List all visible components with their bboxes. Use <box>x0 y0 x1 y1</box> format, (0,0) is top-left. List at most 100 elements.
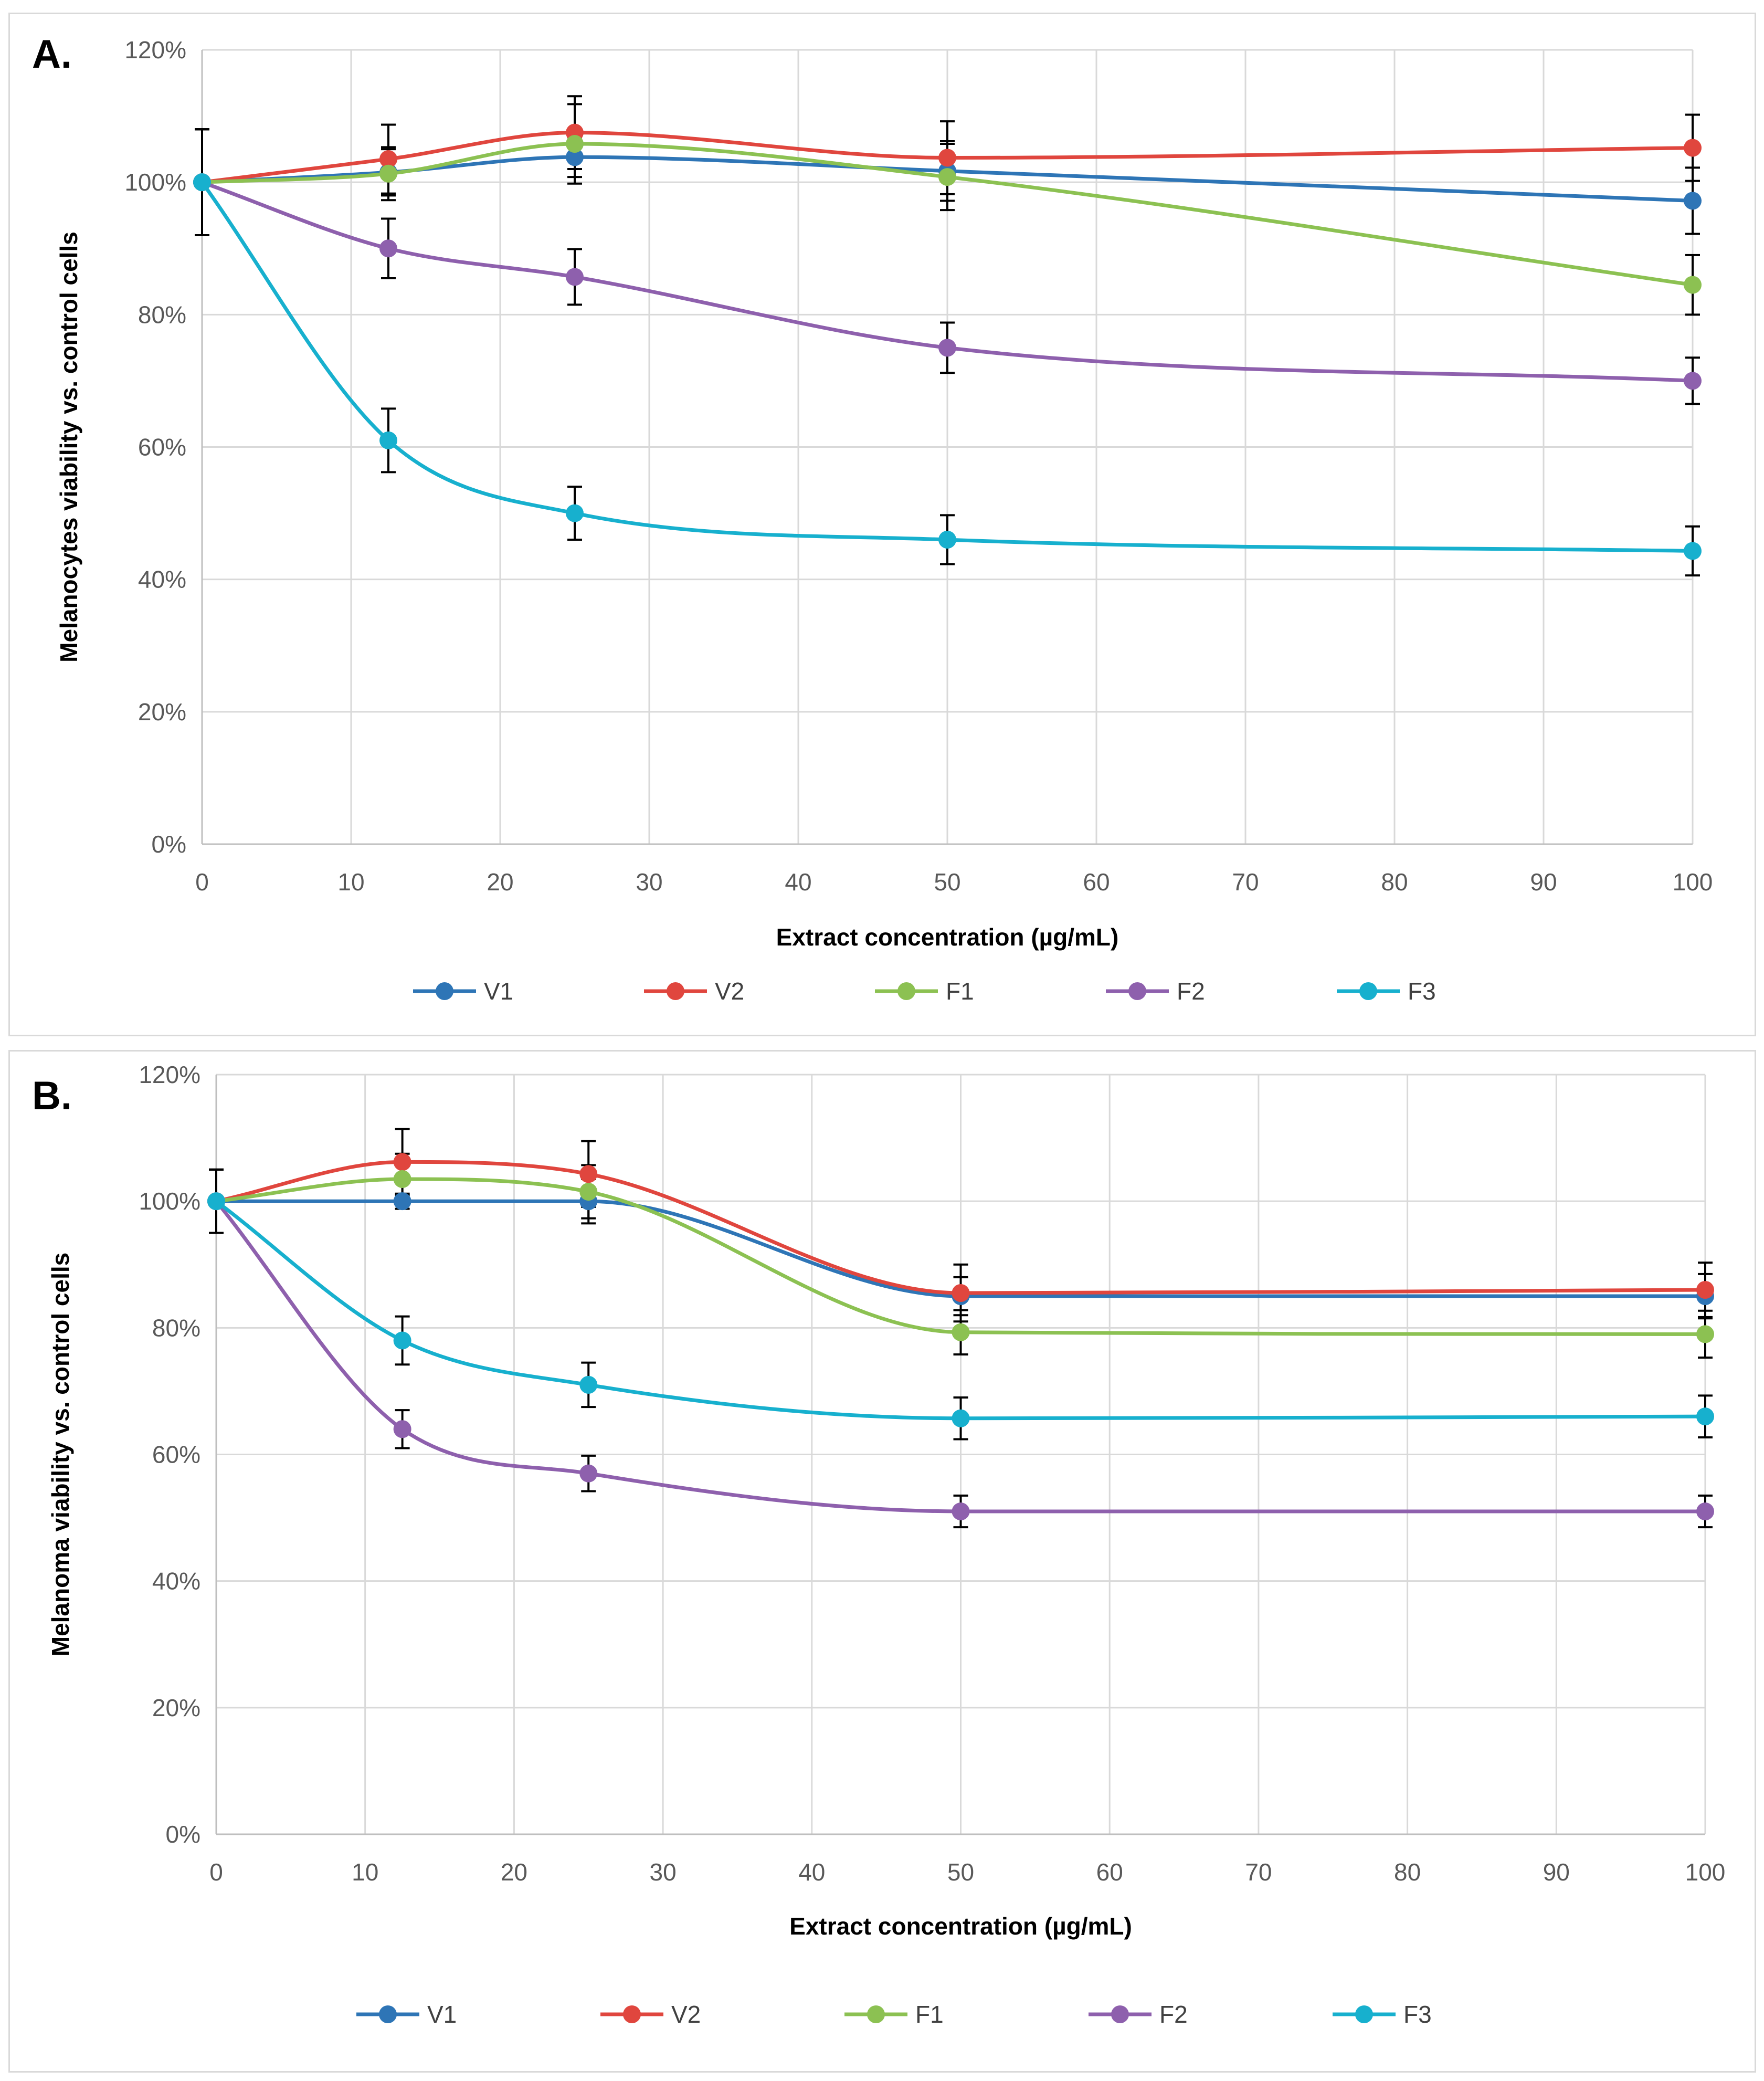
data-point-f3 <box>566 504 584 522</box>
series-line-v2 <box>202 131 1693 184</box>
y-axis-title: Melanocytes viability vs. control cells <box>55 232 82 663</box>
series-line-f3 <box>200 181 1693 553</box>
chart-a-svg: A. 0% 20% 40% 60% 80% 100% 120% 0 10 20 30 40 50 60 70 8… <box>32 32 1713 1005</box>
legend: V1 V2 F1 F2 F3 <box>356 2001 1432 2028</box>
data-point-f3 <box>193 173 211 192</box>
data-point-v2 <box>1696 1280 1714 1299</box>
data-point-f2 <box>1696 1502 1714 1521</box>
y-axis-title: Melanoma viability vs. control cells <box>47 1253 74 1657</box>
x-tick-label: 50 <box>934 868 960 896</box>
legend-item-f3: F3 <box>1337 978 1436 1005</box>
legend-label: F2 <box>1159 2001 1188 2028</box>
x-tick-label: 80 <box>1381 868 1408 896</box>
x-tick-label: 50 <box>947 1858 974 1886</box>
series-line-v2 <box>216 1160 1706 1295</box>
x-tick-label: 40 <box>785 868 811 896</box>
data-point-f2 <box>579 1464 598 1483</box>
legend-swatch-marker <box>667 982 684 1000</box>
x-axis-title: Extract concentration (µg/mL) <box>776 923 1119 951</box>
data-point-v1 <box>1684 192 1702 210</box>
data-point-v2 <box>1684 139 1702 157</box>
y-tick-label: 60% <box>152 1441 200 1468</box>
series-line-f1 <box>202 142 1693 287</box>
data-point-f1 <box>952 1323 970 1341</box>
legend-item-f1: F1 <box>875 978 974 1005</box>
x-tick-label: 30 <box>650 1858 677 1886</box>
series-line-f2 <box>201 180 1693 383</box>
legend-label: V2 <box>671 2001 701 2028</box>
x-tick-label: 70 <box>1232 868 1259 896</box>
data-point-f3 <box>952 1409 970 1427</box>
data-point-v1 <box>566 148 584 166</box>
data-point-f2 <box>566 268 584 286</box>
legend: V1 V2 F1 F2 F3 <box>413 978 1436 1005</box>
chart-panel-b: B. 0% 20% 40% 60% 80% 100% 120% 0 10 20 30 40 50 60 70 8… <box>8 1050 1756 2073</box>
data-point-f3 <box>938 531 956 549</box>
y-tick-label: 100% <box>124 169 186 196</box>
x-tick-label: 40 <box>798 1858 825 1886</box>
panel-label: B. <box>32 1074 72 1118</box>
legend-item-f2: F2 <box>1089 2001 1188 2028</box>
legend-swatch-marker <box>1355 2005 1373 2023</box>
series-line-f2 <box>215 1200 1705 1514</box>
x-tick-label: 0 <box>195 868 209 896</box>
data-point-f2 <box>952 1502 970 1521</box>
data-point-f3 <box>1696 1407 1714 1426</box>
data-point-f2 <box>393 1420 411 1438</box>
legend-swatch-marker <box>623 2005 641 2023</box>
legend-item-v2: V2 <box>600 2001 701 2028</box>
x-tick-label: 20 <box>487 868 513 896</box>
data-point-f3 <box>207 1192 225 1211</box>
data-point-v2 <box>938 149 956 167</box>
data-point-v2 <box>393 1153 411 1171</box>
data-point-f1 <box>938 168 956 186</box>
legend-swatch-marker <box>867 2005 885 2023</box>
x-tick-label: 0 <box>209 1858 223 1886</box>
legend-swatch-marker <box>1111 2005 1129 2023</box>
series-line-v1 <box>216 1199 1705 1298</box>
legend-label: F1 <box>915 2001 944 2028</box>
x-tick-label: 10 <box>352 1858 378 1886</box>
y-tick-label: 60% <box>138 434 186 461</box>
data-point-f1 <box>393 1170 411 1188</box>
x-tick-label: 80 <box>1394 1858 1421 1886</box>
data-point-v2 <box>579 1165 598 1183</box>
x-tick-label: 60 <box>1096 1858 1123 1886</box>
x-tick-label: 10 <box>337 868 364 896</box>
legend-label: F1 <box>946 978 974 1005</box>
y-tick-label: 120% <box>124 36 186 64</box>
y-tick-label: 0% <box>152 831 186 858</box>
x-tick-label: 30 <box>636 868 662 896</box>
data-point-f3 <box>379 431 397 449</box>
x-tick-label: 70 <box>1245 1858 1272 1886</box>
x-tick-label: 60 <box>1083 868 1110 896</box>
chart-panel-a: A. 0% 20% 40% 60% 80% 100% 120% 0 10 20 30 40 50 60 70 8… <box>8 13 1756 1036</box>
data-point-v1 <box>393 1192 411 1211</box>
legend-item-v1: V1 <box>356 2001 457 2028</box>
y-tick-label: 20% <box>152 1694 200 1721</box>
data-point-f2 <box>379 239 397 258</box>
chart-b-svg: B. 0% 20% 40% 60% 80% 100% 120% 0 10 20 30 40 50 60 70 8… <box>32 1061 1725 2028</box>
data-point-v2 <box>379 150 397 169</box>
legend-item-v2: V2 <box>644 978 744 1005</box>
y-tick-label: 40% <box>138 566 186 593</box>
data-point-f1 <box>1684 276 1702 294</box>
y-tick-label: 20% <box>138 698 186 726</box>
legend-swatch-marker <box>897 982 915 1000</box>
legend-swatch-marker <box>1359 982 1377 1000</box>
legend-swatch-marker <box>1128 982 1146 1000</box>
data-point-f1 <box>566 135 584 153</box>
x-tick-label: 20 <box>501 1858 527 1886</box>
y-tick-label: 100% <box>139 1187 200 1215</box>
data-point-f3 <box>393 1331 411 1350</box>
y-tick-label: 80% <box>152 1314 200 1341</box>
data-point-f3 <box>579 1375 598 1394</box>
legend-label: F3 <box>1403 2001 1432 2028</box>
legend-label: F2 <box>1177 978 1205 1005</box>
x-tick-label: 90 <box>1530 868 1557 896</box>
legend-swatch-marker <box>436 982 453 1000</box>
data-point-f2 <box>938 339 956 357</box>
series-line-f3 <box>215 1200 1706 1421</box>
x-axis-title: Extract concentration (µg/mL) <box>789 1912 1132 1940</box>
y-tick-label: 80% <box>138 301 186 328</box>
